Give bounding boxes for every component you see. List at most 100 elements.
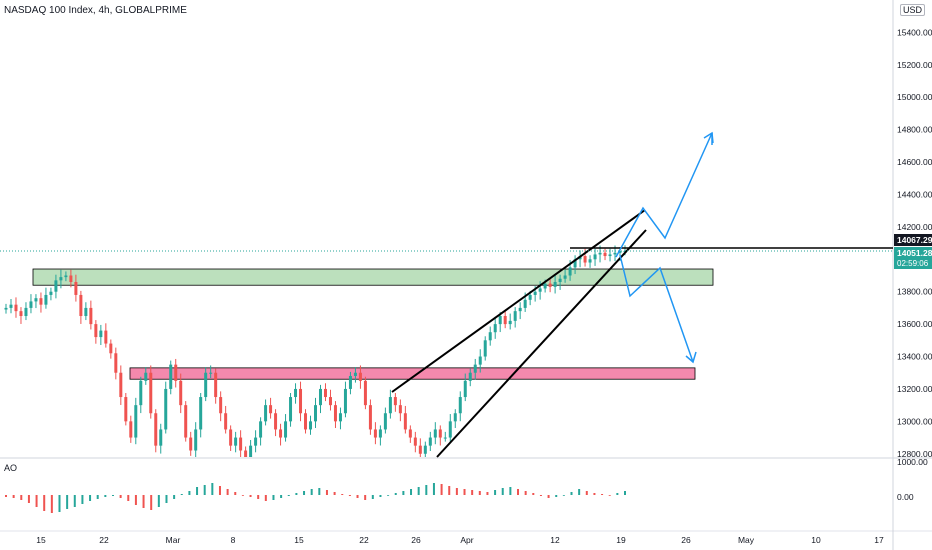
candle-body [269,405,273,414]
ao-bar [593,493,596,495]
candle-body [493,324,497,333]
ao-bar [280,495,283,498]
candle-body [413,437,417,446]
candle-body [244,450,248,457]
candle-body [314,405,317,422]
candle-body [363,380,367,406]
candle-body [583,256,587,263]
candle-body [224,413,228,430]
ao-bar [157,495,160,507]
candle-body [44,294,48,305]
candle-body [473,364,477,373]
candle-body [463,380,467,398]
ao-bar [509,487,512,495]
ao-bar [165,495,168,503]
candle-body [398,405,402,414]
projection-down-path [619,254,694,363]
ao-bar [73,495,76,507]
candle-body [294,388,298,398]
candle-body [204,372,208,398]
ao-bar [532,493,535,495]
candle-body [378,429,382,438]
price-tick-label: 13000.00 [897,416,932,426]
candle-body [59,277,63,281]
candle-body [124,397,128,422]
time-tick-label: 17 [874,535,884,545]
ao-bar [325,490,328,495]
ao-bar [463,489,466,495]
time-tick-label: 22 [359,535,369,545]
candle-body [613,252,617,255]
ao-tick-label: 0.00 [897,492,914,502]
candle-body [14,304,18,312]
candle-body [368,405,372,430]
ao-bar [119,495,122,498]
candle-body [289,397,293,422]
ao-bar [12,495,15,498]
candle-body [373,429,377,438]
price-tick-label: 13200.00 [897,384,932,394]
candle-body [169,364,173,389]
candle-body [608,254,612,257]
trend-drawings[interactable] [0,131,893,458]
candle-body [89,307,93,325]
candle-body [299,388,303,414]
candle-body [568,267,572,276]
candle-body [159,429,163,446]
projection-up-arrowhead [703,131,714,144]
ao-bar [196,487,199,495]
candle-body [348,375,352,389]
candle-body [49,291,53,295]
ao-bar [89,495,92,501]
current-price-label-bg [894,247,932,269]
ao-bar [96,495,99,499]
candle-body [563,275,567,279]
ao-bar [402,491,405,495]
ao-bar [417,487,420,495]
candle-body [194,429,198,451]
ao-bar [570,492,573,495]
time-tick-label: Mar [166,535,181,545]
candle-body [274,413,278,430]
candle-body [603,252,607,257]
candle-body [598,252,602,255]
candle-body [533,291,537,295]
time-tick-label: 26 [681,535,691,545]
ao-bar [333,492,336,495]
price-tick-label: 15000.00 [897,92,932,102]
ao-bar [371,495,374,499]
candle-body [443,437,447,439]
ao-bar [287,495,290,496]
candle-body [318,388,322,406]
ao-bar [494,490,497,495]
ao-bar [585,491,588,495]
ao-bar [486,492,489,495]
time-tick-label: May [738,535,755,545]
candle-body [19,311,23,317]
ao-bar [5,495,7,497]
candle-body [333,405,337,422]
candle-body [513,311,517,321]
currency-badge[interactable]: USD [900,4,926,16]
zone-1 [129,367,696,380]
candle-body [249,445,253,457]
time-tick-label: 26 [411,535,421,545]
wedge-upper-line [391,209,646,393]
candle-body [154,413,158,446]
price-tick-label: 14800.00 [897,125,932,135]
candle-body [219,397,223,414]
candle-body [403,413,407,430]
ao-bar [440,484,443,495]
ao-indicator-label: AO [4,463,18,473]
ao-bar [601,494,604,495]
candle-body [518,307,522,312]
ao-bar [348,495,351,496]
candle-body [433,429,437,438]
ao-bar [226,489,229,495]
candle-body [543,283,547,289]
ao-bar [150,495,153,510]
ao-bar [310,489,313,495]
candle-body [174,364,178,381]
